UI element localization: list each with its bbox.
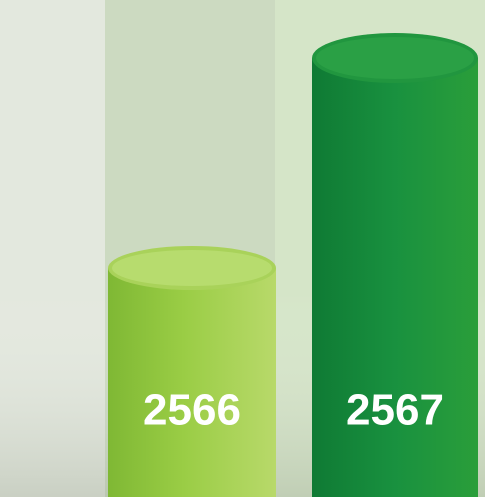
bar-label: 2566 <box>143 386 241 435</box>
cylinder-2566 <box>108 246 276 497</box>
cylinder-2567 <box>312 33 478 497</box>
bar-label: 2567 <box>346 386 444 435</box>
